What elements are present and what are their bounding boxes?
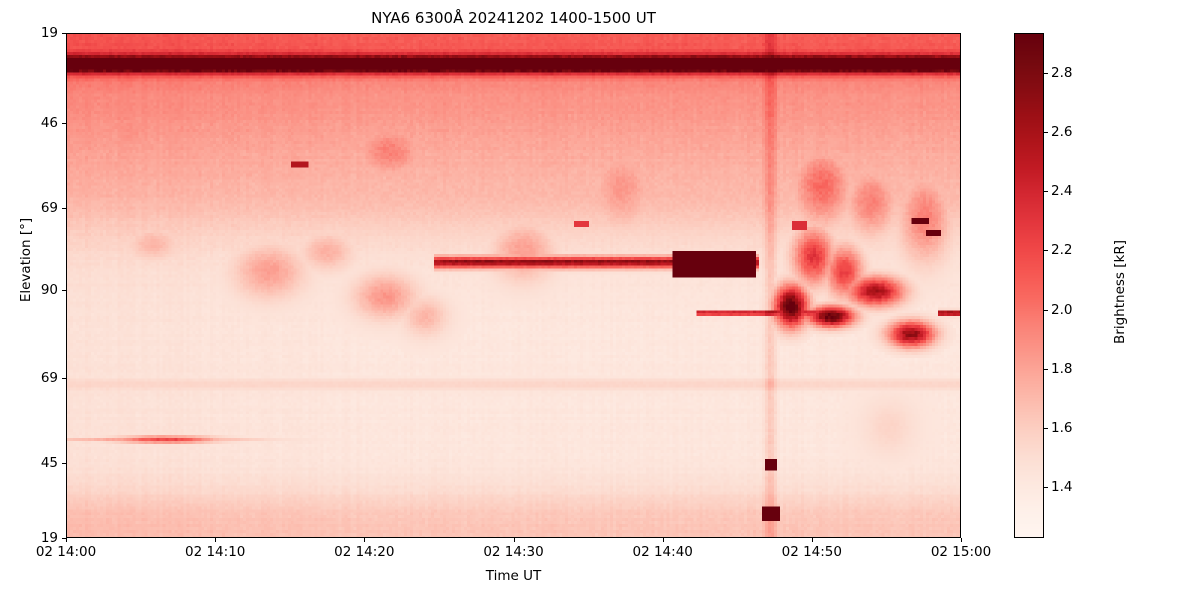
y-tick-label: 45 [40, 454, 58, 471]
x-tick-label: 02 14:30 [483, 544, 544, 560]
colorbar-tick-mark [1044, 250, 1048, 252]
y-tick-mark [62, 462, 66, 464]
colorbar-tick-label: 2.8 [1051, 64, 1073, 81]
x-tick-mark [364, 538, 366, 542]
y-tick-label: 19 [40, 530, 58, 546]
x-tick-label: 02 15:00 [930, 544, 992, 560]
x-tick-mark [662, 538, 664, 542]
keogram-heatmap[interactable] [67, 34, 960, 537]
x-tick-mark [66, 538, 67, 542]
colorbar-tick-mark [1044, 487, 1048, 489]
x-tick-mark [811, 538, 813, 542]
x-tick-label: 02 14:20 [334, 544, 395, 560]
colorbar-tick-label: 2.4 [1051, 183, 1073, 200]
x-tick-mark [215, 538, 217, 542]
colorbar-tick-mark [1044, 132, 1048, 134]
colorbar-tick-label: 1.8 [1051, 360, 1073, 377]
x-tick-mark [513, 538, 515, 542]
y-tick-label: 90 [40, 282, 58, 299]
y-tick-mark [62, 377, 66, 379]
y-tick-mark [62, 33, 66, 34]
y-tick-label: 69 [40, 369, 58, 386]
x-tick-label: 02 14:50 [781, 544, 842, 560]
colorbar-label: Brightness [kR] [1112, 240, 1128, 344]
x-tick-label: 02 14:10 [185, 544, 246, 560]
colorbar-tick-mark [1044, 191, 1048, 193]
page-title: NYA6 6300Å 20241202 1400-1500 UT [371, 9, 656, 27]
x-tick-label: 02 14:40 [632, 544, 693, 560]
colorbar-tick-label: 1.4 [1051, 479, 1073, 496]
y-tick-label: 69 [40, 200, 58, 217]
y-tick-label: 19 [40, 25, 58, 41]
y-tick-mark [62, 538, 66, 539]
keogram-plot-area[interactable] [66, 33, 961, 538]
colorbar[interactable] [1014, 33, 1044, 538]
colorbar-tick-mark [1044, 309, 1048, 311]
colorbar-tick-mark [1044, 427, 1048, 429]
y-tick-label: 46 [40, 114, 58, 131]
colorbar-gradient[interactable] [1015, 34, 1043, 537]
colorbar-tick-label: 2.2 [1051, 242, 1073, 259]
x-axis-label: Time UT [485, 568, 542, 584]
colorbar-tick-mark [1044, 368, 1048, 370]
colorbar-tick-label: 1.6 [1051, 419, 1073, 436]
y-tick-mark [62, 208, 66, 210]
y-tick-mark [62, 122, 66, 124]
y-tick-mark [62, 290, 66, 292]
colorbar-tick-label: 2.6 [1051, 124, 1073, 141]
x-tick-label: 02 14:00 [35, 544, 97, 560]
colorbar-tick-label: 2.0 [1051, 301, 1073, 318]
colorbar-tick-mark [1044, 72, 1048, 74]
x-tick-mark [961, 538, 962, 542]
